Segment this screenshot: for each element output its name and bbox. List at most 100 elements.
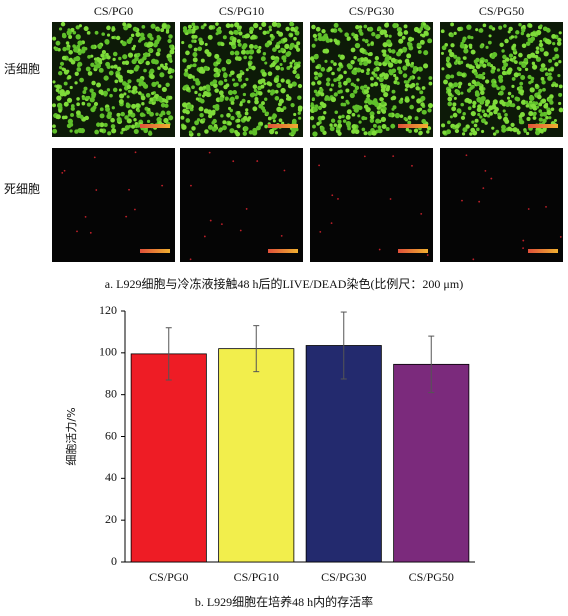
cell	[217, 128, 223, 133]
cell	[75, 34, 81, 40]
cell	[136, 52, 141, 57]
cell	[403, 80, 408, 84]
cell	[469, 132, 473, 136]
cell	[385, 86, 390, 91]
cell	[462, 127, 468, 133]
cell	[157, 66, 161, 70]
cell	[76, 25, 80, 30]
cell	[330, 83, 335, 87]
cell	[520, 75, 526, 80]
scale-bar	[268, 124, 298, 128]
x-tick-label: CS/PG50	[409, 570, 454, 584]
cell	[419, 39, 425, 45]
cell	[262, 30, 267, 35]
cell	[367, 59, 372, 64]
cell	[544, 102, 549, 107]
cell	[242, 115, 248, 121]
cell	[106, 25, 111, 31]
cell	[55, 84, 61, 89]
cell	[408, 129, 412, 134]
cell	[465, 63, 470, 68]
cell	[511, 76, 516, 81]
cell	[267, 71, 273, 77]
cell	[474, 90, 480, 95]
cell	[404, 58, 410, 64]
cell	[397, 59, 403, 64]
cell	[282, 106, 287, 110]
cell	[426, 130, 430, 134]
cell	[52, 128, 58, 134]
cell	[362, 61, 368, 67]
cell	[293, 112, 297, 117]
cell	[270, 55, 276, 61]
cell	[191, 75, 195, 79]
cell	[370, 41, 374, 45]
error-bar	[340, 311, 347, 380]
column-label: CS/PG30	[349, 4, 394, 18]
cell	[167, 38, 172, 44]
micrograph	[440, 148, 563, 262]
cell	[504, 113, 508, 117]
cell	[147, 41, 154, 48]
cell	[77, 51, 82, 56]
error-bar	[165, 327, 172, 381]
cell	[143, 83, 149, 89]
cell	[475, 28, 479, 32]
cell	[284, 43, 290, 50]
cell	[67, 118, 74, 124]
cell	[258, 91, 263, 96]
cell	[214, 103, 220, 109]
cell	[58, 70, 63, 76]
cell	[275, 22, 282, 28]
cell	[324, 59, 328, 63]
cell	[442, 130, 447, 135]
cell	[133, 118, 137, 122]
cell	[139, 32, 145, 38]
cell	[52, 80, 56, 84]
cell	[115, 35, 121, 41]
cell	[291, 118, 297, 124]
cell	[278, 118, 283, 123]
cell	[145, 60, 150, 66]
cell	[539, 39, 543, 43]
cell	[194, 25, 199, 30]
cell	[378, 102, 382, 107]
cell	[242, 131, 248, 136]
cell	[252, 106, 258, 112]
cell	[455, 89, 461, 95]
cell	[456, 108, 462, 114]
cell	[472, 100, 477, 106]
cell	[74, 71, 79, 76]
cell	[449, 51, 455, 58]
cell	[252, 84, 258, 90]
cell	[323, 33, 328, 39]
cell	[475, 81, 481, 87]
cell	[404, 88, 408, 92]
cell	[345, 99, 349, 104]
cell	[93, 156, 96, 159]
cell	[282, 37, 288, 43]
cell	[256, 48, 261, 54]
cell	[156, 116, 162, 123]
cell	[206, 87, 211, 92]
cell	[529, 87, 535, 93]
cell	[69, 85, 73, 90]
cell	[360, 85, 365, 90]
cell	[186, 86, 190, 91]
cell	[360, 69, 365, 73]
cell	[505, 101, 511, 108]
cell	[464, 98, 469, 103]
cell	[243, 126, 249, 132]
cell	[214, 88, 219, 93]
cell	[271, 21, 278, 27]
scale-bar	[140, 249, 170, 253]
cell	[191, 39, 195, 43]
cell	[518, 85, 523, 90]
cell	[496, 68, 501, 72]
cell	[191, 34, 196, 39]
cell	[86, 102, 91, 107]
cell	[265, 111, 269, 116]
cell	[116, 112, 121, 117]
cell	[251, 92, 256, 97]
cell	[394, 112, 401, 119]
